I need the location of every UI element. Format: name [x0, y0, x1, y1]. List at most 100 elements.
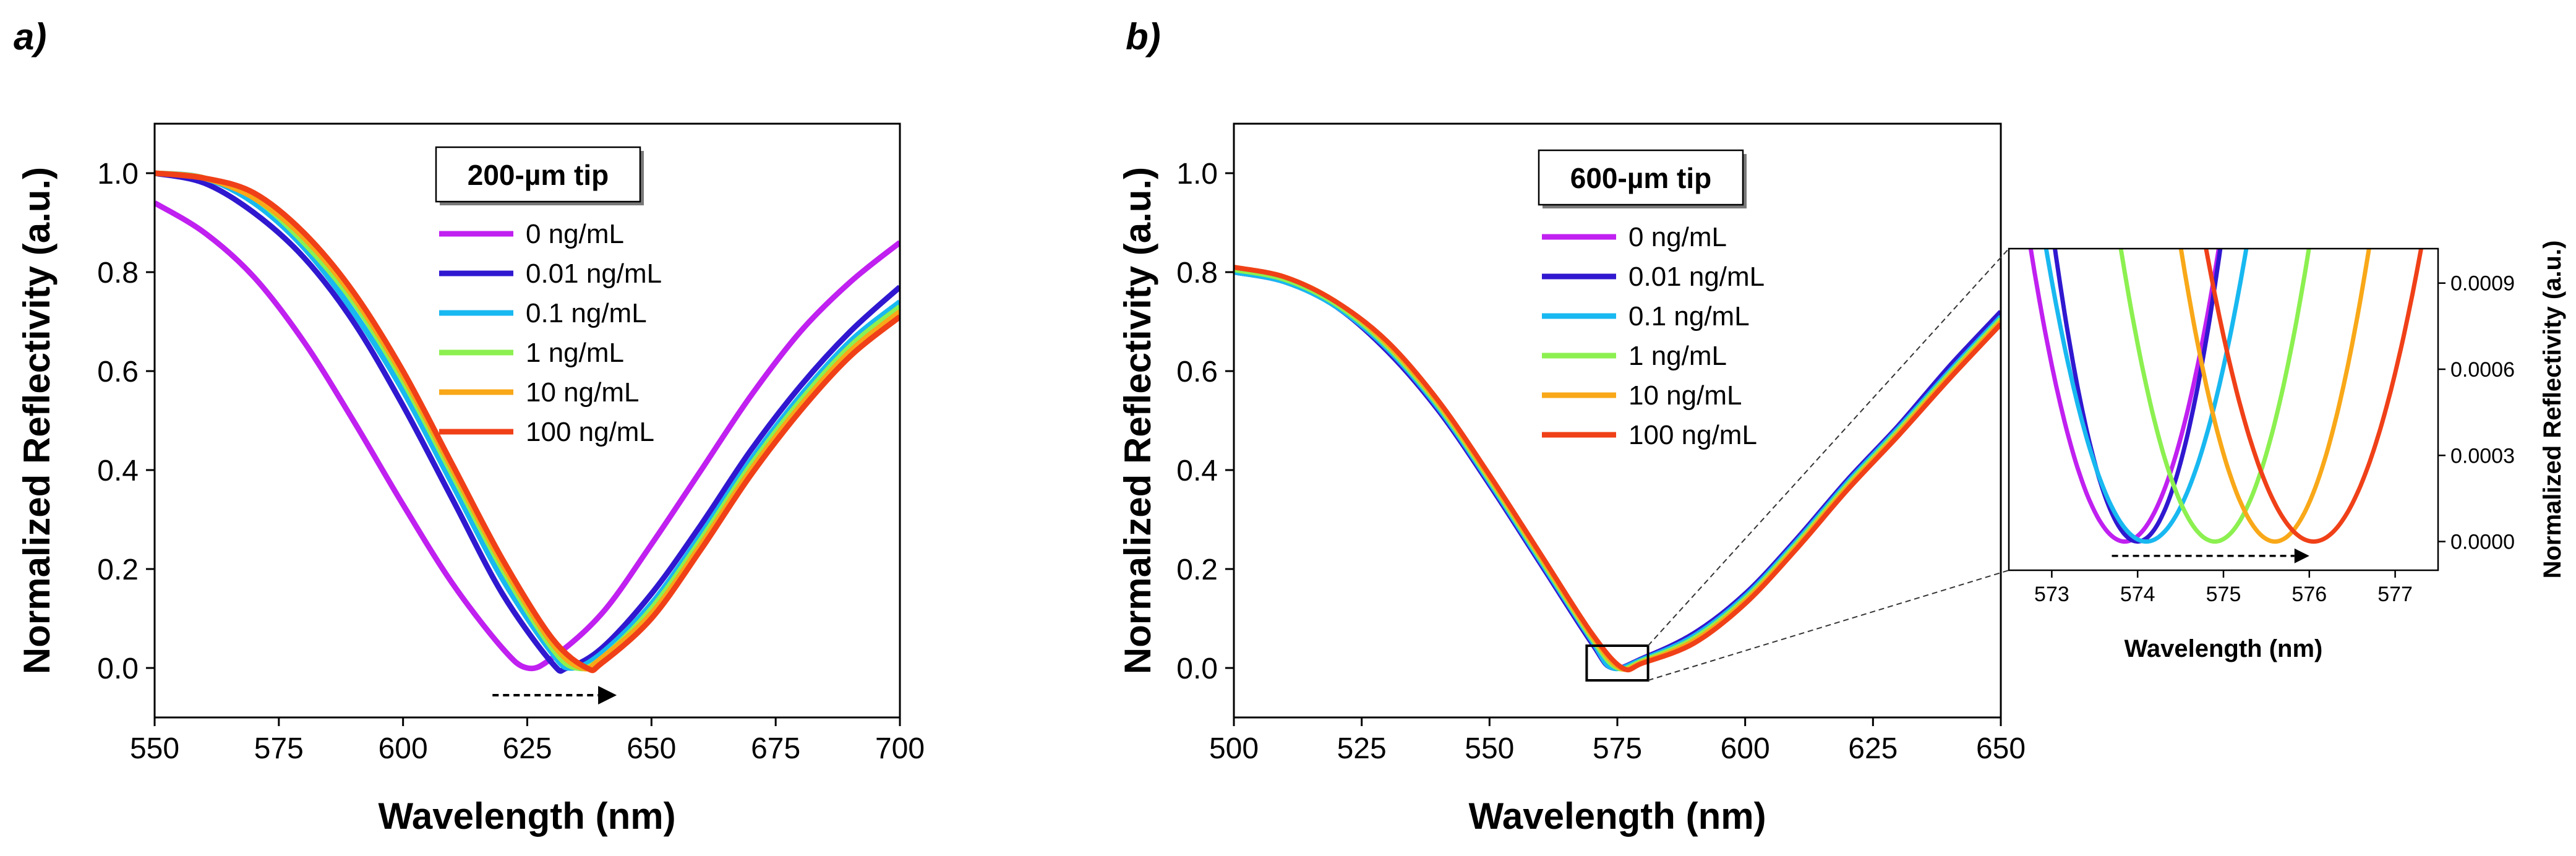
shift-arrow-a-head: [598, 686, 617, 704]
series-line-a-5: [155, 170, 900, 674]
y-tick-label-b: 0.0: [1176, 653, 1218, 685]
x-tick-label-inset: 576: [2291, 583, 2327, 606]
x-tick-label-a: 625: [502, 732, 552, 765]
x-tick-label-b: 550: [1465, 732, 1514, 765]
x-tick-label-b: 650: [1976, 732, 2026, 765]
x-tick-label-inset: 575: [2206, 583, 2241, 606]
y-tick-label-b: 0.2: [1176, 554, 1218, 586]
legend-title-box-b: 600-µm tip: [1538, 149, 1747, 208]
series-line-b-4: [1234, 265, 2001, 672]
x-axis-label-b: Wavelength (nm): [1468, 795, 1766, 837]
legend-label: 0.1 ng/mL: [1628, 301, 1750, 332]
x-axis-label-inset: Wavelength (nm): [2125, 635, 2323, 662]
chart-panel-b: 500 525 550 575 600 625 6500.00.20.40.60.81.0 …: [1117, 122, 2026, 837]
legend-title-a: 200-µm tip: [468, 159, 609, 191]
zoom-connector-top: [1647, 248, 2009, 646]
y-tick-label-b: 0.8: [1176, 257, 1218, 289]
legend-label: 0.01 ng/mL: [526, 259, 662, 289]
x-tick-label-b: 525: [1337, 732, 1387, 765]
x-tick-label-inset: 577: [2377, 583, 2413, 606]
series-line-inset-0: [2028, 249, 2222, 544]
y-tick-label-a: 0.2: [97, 554, 139, 586]
x-tick-label-a: 650: [627, 732, 676, 765]
legend-item-b: 100 ng/mL: [1542, 420, 1757, 450]
y-tick-label-a: 0.6: [97, 356, 139, 388]
x-tick-label-b: 600: [1721, 732, 1770, 765]
y-tick-label-b: 1.0: [1176, 158, 1218, 190]
panel-label-a: a): [14, 16, 46, 58]
legend-item-b: 10 ng/mL: [1542, 380, 1742, 411]
x-tick-label-b: 500: [1209, 732, 1259, 765]
plot-frame-b: [1233, 122, 2002, 719]
legend-title-box-a: 200-µm tip: [435, 146, 644, 205]
legend-item-a: 10 ng/mL: [439, 377, 639, 408]
legend-item-a: 1 ng/mL: [439, 338, 624, 368]
x-tick-label-a: 575: [254, 732, 304, 765]
legend-item-a: 0.1 ng/mL: [439, 298, 647, 328]
series-line-b-5: [1234, 265, 2001, 673]
legend-label: 0 ng/mL: [526, 219, 624, 249]
series-line-inset-5: [2204, 249, 2424, 544]
y-tick-label-inset: 0.0003: [2450, 444, 2515, 468]
legend-item-a: 0.01 ng/mL: [439, 259, 662, 289]
legend-label: 10 ng/mL: [526, 377, 639, 408]
chart-panel-a: 550 575 600 625 650 675 7000.00.20.40.60.81.0 …: [16, 122, 925, 837]
legend-title-b: 600-µm tip: [1570, 162, 1711, 194]
y-tick-label-b: 0.4: [1176, 455, 1218, 487]
x-axis-label-a: Wavelength (nm): [378, 795, 675, 837]
y-tick-label-a: 1.0: [97, 158, 139, 190]
x-tick-label-a: 550: [130, 732, 179, 765]
inset-background: [2009, 249, 2438, 570]
legend-label: 1 ng/mL: [1628, 341, 1727, 371]
x-tick-label-a: 700: [875, 732, 925, 765]
panel-label-b: b): [1126, 16, 1161, 58]
y-tick-label-inset: 0.0000: [2450, 531, 2515, 554]
x-tick-label-a: 675: [751, 732, 800, 765]
series-line-a-1: [155, 170, 900, 674]
zoom-connector-bottom: [1648, 570, 2009, 681]
series-line-b-2: [1234, 270, 2001, 672]
legend-label: 1 ng/mL: [526, 338, 624, 368]
legend-item-a: 0 ng/mL: [439, 219, 624, 249]
legend-label: 100 ng/mL: [1628, 420, 1757, 450]
legend-title-frame: [435, 146, 641, 203]
series-line-inset-2: [2043, 249, 2249, 544]
y-tick-label-b: 0.6: [1176, 356, 1218, 388]
y-axis-label-inset: Normalized Reflectivity (a.u.): [2539, 241, 2566, 579]
chart-inset: 573 574 575 576 5770.00000.00030.00060.0009 …: [2008, 241, 2566, 662]
legend-item-b: 1 ng/mL: [1542, 341, 1727, 371]
series-line-a-0: [155, 200, 900, 672]
y-axis-label-b: Normalized Reflectivity (a.u.): [1117, 167, 1158, 674]
y-tick-label-inset: 0.0006: [2450, 358, 2515, 382]
y-tick-label-inset: 0.0009: [2450, 272, 2515, 296]
series-line-a-2: [155, 170, 900, 671]
x-tick-label-b: 625: [1848, 732, 1898, 765]
x-tick-label-inset: 573: [2034, 583, 2069, 606]
zoom-region-box: [1585, 644, 1650, 682]
shift-arrow-inset-head: [2294, 548, 2309, 563]
series-line-b-0: [1234, 270, 2001, 671]
x-tick-label-a: 600: [379, 732, 428, 765]
y-axis-label-a: Normalized Reflectivity (a.u.): [16, 167, 58, 674]
series-line-inset-4: [2178, 249, 2371, 544]
legend-label: 0.01 ng/mL: [1628, 262, 1765, 292]
x-tick-label-inset: 574: [2120, 583, 2155, 606]
series-line-inset-3: [2118, 249, 2311, 544]
series-line-inset-1: [2052, 249, 2223, 544]
y-tick-label-a: 0.8: [97, 257, 139, 289]
legend-label: 0 ng/mL: [1628, 222, 1727, 252]
x-tick-label-b: 575: [1593, 732, 1642, 765]
legend-item-b: 0.01 ng/mL: [1542, 262, 1765, 292]
legend-item-b: 0.1 ng/mL: [1542, 301, 1750, 332]
legend-label: 0.1 ng/mL: [526, 298, 647, 328]
series-line-b-1: [1234, 270, 2001, 671]
y-tick-label-a: 0.4: [97, 455, 139, 487]
legend-title-frame: [1538, 149, 1744, 206]
legend-label: 100 ng/mL: [526, 417, 654, 447]
series-line-b-3: [1234, 267, 2001, 672]
legend-label: 10 ng/mL: [1628, 380, 1742, 411]
y-tick-label-a: 0.0: [97, 653, 139, 685]
legend-item-a: 100 ng/mL: [439, 417, 654, 447]
legend-item-b: 0 ng/mL: [1542, 222, 1727, 252]
